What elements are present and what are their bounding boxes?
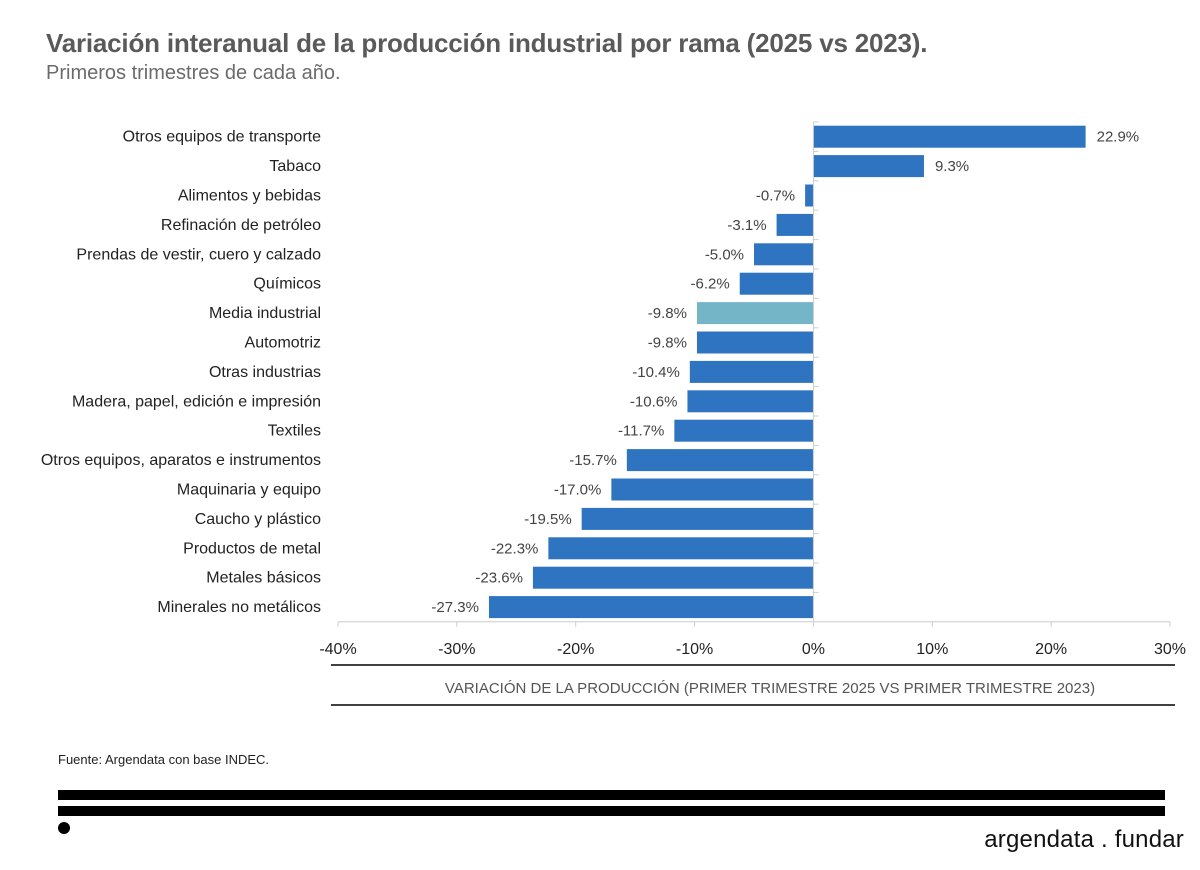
- data-label: -11.7%: [618, 423, 664, 440]
- chart-title: Variación interanual de la producción in…: [46, 28, 928, 58]
- bar: [813, 155, 924, 178]
- bar: [488, 596, 814, 619]
- data-label: -3.1%: [727, 217, 766, 234]
- data-label: -22.3%: [491, 540, 539, 557]
- x-tick-label: -40%: [319, 641, 356, 658]
- source-note: Fuente: Argendata con base INDEC.: [58, 752, 270, 767]
- data-label: -10.4%: [632, 364, 680, 381]
- data-label: -10.6%: [630, 393, 678, 410]
- category-label: Tabaco: [269, 158, 321, 175]
- x-axis-title: VARIACIÓN DE LA PRODUCCIÓN (PRIMER TRIME…: [445, 680, 1095, 697]
- category-label: Otras industrias: [209, 364, 321, 381]
- data-label: -27.3%: [431, 599, 479, 616]
- data-label: -19.5%: [524, 511, 572, 528]
- bar: [696, 302, 814, 325]
- brand-logo: argendata . fundar: [984, 826, 1184, 853]
- bar: [813, 125, 1086, 148]
- data-label: 9.3%: [935, 158, 969, 175]
- category-label: Automotriz: [245, 335, 321, 352]
- category-label: Textiles: [268, 423, 321, 440]
- category-label: Madera, papel, edición e impresión: [72, 393, 321, 410]
- category-label: Otros equipos, aparatos e instrumentos: [41, 452, 321, 469]
- bar: [532, 566, 814, 589]
- data-label: -17.0%: [554, 482, 602, 499]
- bar: [674, 419, 814, 442]
- data-label: -9.8%: [648, 305, 687, 322]
- bar: [626, 449, 814, 472]
- data-label: -0.7%: [756, 188, 795, 205]
- category-label: Productos de metal: [183, 540, 321, 557]
- x-axis: -40% -30% -20% -10% 0% 10% 20% 30%: [319, 121, 1186, 658]
- category-label: Alimentos y bebidas: [178, 188, 321, 205]
- bar: [805, 184, 814, 207]
- data-label: -5.0%: [705, 246, 744, 263]
- category-label: Maquinaria y equipo: [177, 482, 321, 499]
- data-label: 22.9%: [1097, 129, 1140, 146]
- category-label: Caucho y plástico: [195, 511, 321, 528]
- bar: [611, 478, 814, 501]
- data-label: -15.7%: [569, 452, 617, 469]
- category-label: Prendas de vestir, cuero y calzado: [76, 246, 321, 263]
- x-tick-label: -20%: [557, 641, 594, 658]
- x-tick-label: 0%: [802, 641, 825, 658]
- data-label: -9.8%: [648, 335, 687, 352]
- footer-dot: [58, 822, 70, 834]
- bar: [548, 537, 814, 560]
- x-tick-label: 20%: [1035, 641, 1067, 658]
- bar: [581, 507, 814, 530]
- data-label: -6.2%: [691, 276, 730, 293]
- x-tick-label: 10%: [916, 641, 948, 658]
- category-label: Minerales no metálicos: [157, 599, 321, 616]
- category-label: Metales básicos: [206, 570, 321, 587]
- category-label: Refinación de petróleo: [161, 217, 321, 234]
- bars-layer: Otros equipos de transporte 22.9% Tabaco 9.…: [41, 125, 1140, 619]
- bar: [689, 360, 814, 383]
- footer-rule-bottom: [58, 806, 1165, 816]
- x-tick-label: 30%: [1154, 641, 1186, 658]
- bar: [687, 390, 814, 413]
- x-tick-label: -10%: [676, 641, 713, 658]
- bar: [776, 213, 814, 236]
- category-label: Media industrial: [209, 305, 321, 322]
- footer-rule-top: [58, 790, 1165, 800]
- category-label: Químicos: [253, 276, 321, 293]
- data-label: -23.6%: [475, 570, 523, 587]
- bar: [696, 331, 814, 354]
- category-label: Otros equipos de transporte: [123, 129, 321, 146]
- bar: [739, 272, 814, 295]
- bar: [754, 243, 814, 266]
- bar-chart: Otros equipos de transporte 22.9% Tabaco 9.…: [41, 121, 1186, 706]
- chart-subtitle: Primeros trimestres de cada año.: [46, 62, 341, 84]
- x-tick-label: -30%: [438, 641, 475, 658]
